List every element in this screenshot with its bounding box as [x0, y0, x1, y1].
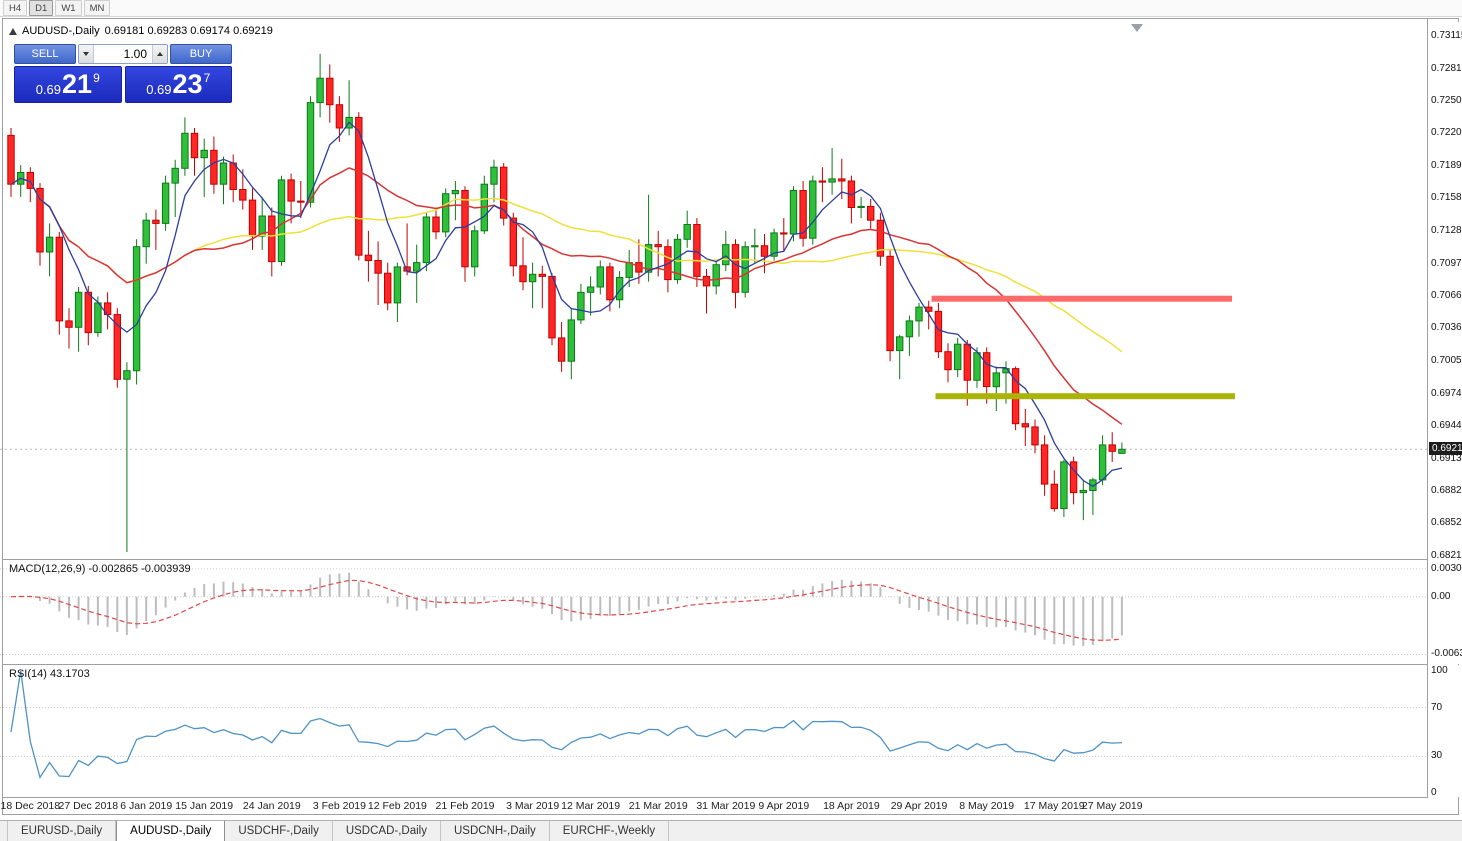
timeframe-button-h4[interactable]: H4 — [3, 0, 28, 16]
volume-input[interactable] — [94, 45, 152, 63]
rsi-axis-label: 70 — [1431, 701, 1443, 713]
date-axis[interactable]: 18 Dec 2018 27 Dec 2018 6 Jan 2019 15 Jan 2… — [0, 799, 1427, 815]
main-price-chart[interactable] — [0, 22, 1427, 559]
date-axis-label: 18 Apr 2019 — [823, 800, 880, 812]
ma-medium-line — [10, 167, 1123, 425]
symbol-tab-audusd[interactable]: AUDUSD-,Daily — [116, 821, 226, 841]
chart-shift-marker — [1131, 24, 1143, 32]
macd-indicator-chart[interactable] — [0, 560, 1427, 664]
rsi-axis-label: 30 — [1431, 750, 1443, 762]
buy-price-pips: 23 — [172, 69, 203, 99]
pane-separator[interactable] — [3, 559, 1427, 560]
price-axis-label: 0.71585 — [1431, 192, 1462, 204]
price-axis-border — [1427, 19, 1428, 798]
macd-title: MACD(12,26,9) -0.002865 -0.003939 — [9, 563, 191, 575]
pane-separator — [3, 797, 1427, 798]
volume-decrease-button[interactable] — [79, 45, 94, 63]
price-axis-label: 0.70665 — [1431, 290, 1462, 301]
macd-axis[interactable]: 0.00303 0.00 -0.00631 — [1429, 560, 1462, 664]
chart-title: AUDUSD-,Daily 0.69181 0.69283 0.69174 0.… — [9, 25, 273, 37]
chevron-up-icon — [157, 52, 163, 56]
date-axis-label: 6 Jan 2019 — [120, 800, 173, 812]
date-axis-label: 17 May 2019 — [1023, 800, 1085, 812]
sell-price-panel[interactable]: 0.69 21 9 — [14, 66, 122, 103]
rsi-axis[interactable]: 100 70 30 0 — [1429, 665, 1461, 798]
date-axis-label: 15 Jan 2019 — [175, 800, 234, 812]
timeframe-toolbar: H4 D1 W1 MN — [0, 0, 1462, 17]
buy-price-figure: 0.69 — [146, 82, 172, 97]
rsi-axis-label: 100 — [1431, 665, 1448, 676]
symbol-tab-usdcad[interactable]: USDCAD-,Daily — [333, 821, 441, 841]
symbol-tab-eurchf[interactable]: EURCHF-,Weekly — [550, 821, 670, 841]
price-axis-label: 0.72505 — [1431, 94, 1462, 106]
buy-button[interactable]: BUY — [170, 44, 232, 64]
support-line — [935, 393, 1235, 400]
sell-price-figure: 0.69 — [35, 82, 62, 97]
price-axis-label: 0.68825 — [1431, 485, 1462, 497]
date-axis-label: 27 May 2019 — [1081, 800, 1143, 812]
date-axis-label: 3 Mar 2019 — [506, 800, 560, 812]
date-axis-label: 27 Dec 2018 — [58, 800, 119, 812]
symbol-tab-eurusd[interactable]: EURUSD-,Daily — [7, 821, 117, 841]
chevron-down-icon — [83, 52, 89, 56]
volume-control — [78, 44, 168, 64]
one-click-trading-panel: SELL BUY 0.69 21 9 0.69 23 7 — [14, 44, 232, 103]
volume-increase-button[interactable] — [152, 45, 167, 63]
price-axis-label: 0.69745 — [1431, 387, 1462, 399]
timeframe-button-w1[interactable]: W1 — [55, 0, 82, 16]
date-axis-label: 29 Apr 2019 — [890, 800, 948, 812]
timeframe-button-d1[interactable]: D1 — [29, 0, 54, 16]
timeframe-button-mn[interactable]: MN — [83, 0, 111, 16]
current-price-tag: 0.69219 — [1429, 442, 1462, 456]
date-axis-label: 12 Mar 2019 — [561, 800, 621, 812]
symbol-tab-usdchf[interactable]: USDCHF-,Daily — [225, 821, 333, 841]
pane-separator[interactable] — [3, 664, 1427, 665]
sell-price-point: 9 — [93, 71, 100, 85]
macd-axis-label: -0.00631 — [1431, 648, 1462, 660]
buy-price-panel[interactable]: 0.69 23 7 — [124, 66, 232, 103]
macd-axis-label: 0.00 — [1431, 590, 1451, 602]
date-axis-label: 18 Dec 2018 — [0, 800, 61, 812]
ma-fast-line — [10, 121, 1123, 488]
sell-price-pips: 21 — [62, 69, 93, 99]
date-axis-label: 9 Apr 2019 — [758, 800, 810, 812]
chart-ohlc-values: 0.69181 0.69283 0.69174 0.69219 — [104, 25, 273, 37]
price-axis-label: 0.71895 — [1431, 159, 1462, 171]
buy-price-point: 7 — [203, 71, 211, 85]
resistance-line — [931, 295, 1232, 302]
chart-symbol-label: AUDUSD-,Daily — [22, 25, 100, 37]
rsi-title: RSI(14) 43.1703 — [9, 668, 90, 680]
macd-signal-line — [10, 579, 1122, 641]
rsi-line — [10, 670, 1122, 779]
rsi-indicator-chart[interactable] — [0, 665, 1427, 797]
symbol-up-arrow-icon — [9, 27, 17, 35]
symbol-tab-usdcnh[interactable]: USDCNH-,Daily — [441, 821, 550, 841]
price-axis-label: 0.73115 — [1431, 30, 1462, 42]
symbol-tab-bar: EURUSD-,Daily AUDUSD-,Daily USDCHF-,Daily U… — [0, 820, 1462, 841]
sell-button[interactable]: SELL — [14, 44, 76, 64]
date-axis-label: 21 Mar 2019 — [628, 800, 688, 812]
macd-axis-label: 0.00303 — [1431, 562, 1462, 574]
date-axis-label: 12 Feb 2019 — [367, 800, 427, 812]
date-axis-label: 3 Feb 2019 — [312, 800, 366, 812]
rsi-axis-label: 0 — [1431, 787, 1437, 798]
date-axis-label: 8 May 2019 — [959, 800, 1015, 812]
date-axis-label: 31 Mar 2019 — [696, 800, 756, 812]
ma-slow-line — [10, 177, 1123, 353]
date-axis-label: 21 Feb 2019 — [435, 800, 495, 812]
date-axis-label: 24 Jan 2019 — [242, 800, 301, 812]
